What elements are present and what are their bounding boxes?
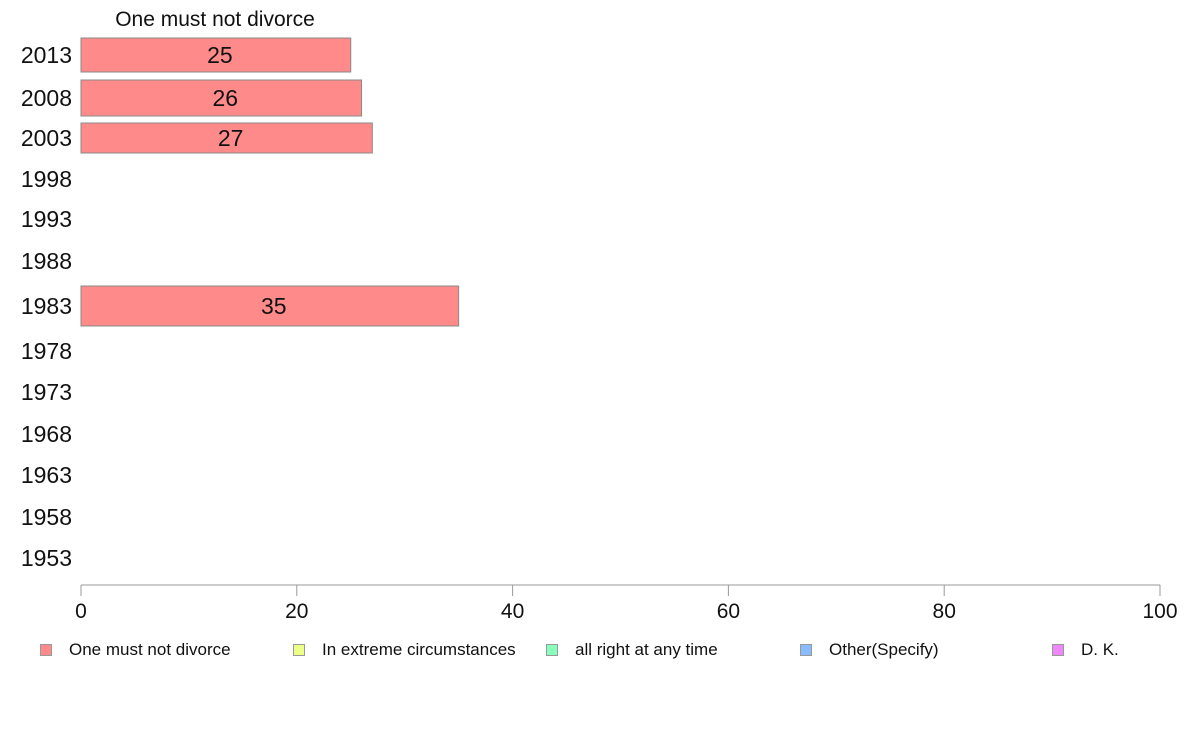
y-tick-label-1993: 1993 — [21, 206, 72, 232]
bars-group: 25 26 27 35 — [80, 37, 460, 327]
x-axis: 0 20 40 60 80 100 — [75, 584, 1178, 620]
y-tick-label-2013: 2013 — [21, 42, 72, 68]
y-axis-labels: 2013 2008 2003 1998 1993 1988 1983 1978 1973 1968… — [21, 42, 72, 571]
x-tick-label-0: 0 — [75, 600, 87, 620]
y-tick-label-1953: 1953 — [21, 545, 72, 571]
y-tick-label-1968: 1968 — [21, 421, 72, 447]
y-tick-label-1963: 1963 — [21, 462, 72, 488]
y-tick-label-1983: 1983 — [21, 293, 72, 319]
legend-swatch — [546, 644, 558, 656]
y-tick-label-1978: 1978 — [21, 338, 72, 364]
legend-swatch — [293, 644, 305, 656]
legend-swatch — [40, 644, 52, 656]
legend: One must not divorce In extreme circumst… — [0, 638, 1188, 662]
legend-label: In extreme circumstances — [322, 640, 516, 659]
x-tick-label-80: 80 — [933, 600, 956, 620]
y-tick-label-2008: 2008 — [21, 85, 72, 111]
legend-item-one-must-not-divorce: One must not divorce — [40, 638, 231, 662]
bar-one-must-not-divorce-2008 — [80, 79, 363, 117]
legend-label: D. K. — [1081, 640, 1119, 659]
x-tick-label-40: 40 — [501, 600, 524, 620]
data-label-2008: 26 — [212, 85, 238, 111]
legend-item-in-extreme-circumstances: In extreme circumstances — [293, 638, 516, 662]
data-label-2003: 27 — [218, 125, 244, 151]
legend-swatch — [1052, 644, 1064, 656]
chart-title: One must not divorce — [115, 8, 315, 31]
bar-one-must-not-divorce-2013 — [80, 37, 352, 73]
legend-label: Other(Specify) — [829, 640, 939, 659]
data-label-1983: 35 — [261, 293, 287, 319]
legend-item-other-specify: Other(Specify) — [800, 638, 939, 662]
legend-label: all right at any time — [575, 640, 718, 659]
legend-item-dk: D. K. — [1052, 638, 1119, 662]
legend-swatch — [800, 644, 812, 656]
bar-one-must-not-divorce-2003 — [80, 122, 373, 154]
legend-item-all-right-at-any-time: all right at any time — [546, 638, 718, 662]
x-tick-label-20: 20 — [285, 600, 308, 620]
x-tick-label-60: 60 — [717, 600, 740, 620]
x-tick-label-100: 100 — [1142, 600, 1177, 620]
y-tick-label-1958: 1958 — [21, 504, 72, 530]
bar-one-must-not-divorce-1983 — [80, 285, 460, 327]
legend-label: One must not divorce — [69, 640, 231, 659]
y-tick-label-1998: 1998 — [21, 166, 72, 192]
y-tick-label-2003: 2003 — [21, 125, 72, 151]
y-tick-label-1973: 1973 — [21, 379, 72, 405]
data-label-2013: 25 — [207, 42, 233, 68]
y-tick-label-1988: 1988 — [21, 248, 72, 274]
